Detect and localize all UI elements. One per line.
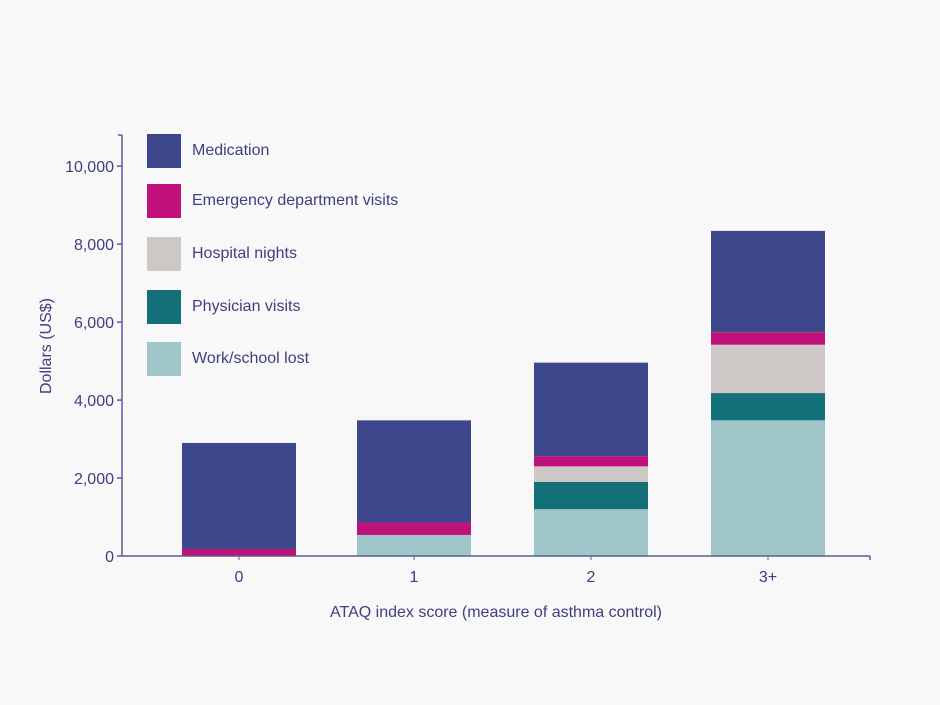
bar-segment-physician-visits-2 — [534, 481, 648, 510]
bar-segment-emergency-department-visits-1 — [357, 522, 471, 535]
legend-swatch — [147, 184, 181, 218]
legend-swatch — [147, 290, 181, 324]
legend-label: Emergency department visits — [192, 192, 398, 209]
legend-item-physician-visits: Physician visits — [147, 290, 300, 324]
y-tick-label: 4,000 — [74, 393, 114, 410]
bar-segment-emergency-department-visits-3 — [711, 332, 825, 345]
bars-layer — [182, 230, 825, 556]
legend: Medication Emergency department visits Hos… — [147, 134, 398, 376]
legend-swatch — [147, 134, 181, 168]
bar-segment-physician-visits-3 — [711, 393, 825, 421]
legend-label: Physician visits — [192, 298, 300, 315]
x-tick-label: 2 — [587, 569, 596, 586]
legend-item-emergency-department-visits: Emergency department visits — [147, 184, 398, 218]
y-tick-label: 10,000 — [65, 159, 114, 176]
y-tick-label: 0 — [105, 549, 114, 566]
x-axis-title: ATAQ index score (measure of asthma cont… — [330, 604, 662, 621]
bar-segment-hospital-nights-2 — [534, 466, 648, 482]
bar-segment-emergency-department-visits-0 — [182, 548, 296, 556]
bar-segment-work-school-lost-3 — [711, 420, 825, 556]
x-tick-label: 3+ — [759, 569, 777, 586]
legend-label: Hospital nights — [192, 245, 297, 262]
bar-segment-work-school-lost-2 — [534, 509, 648, 556]
bar-segment-medication-1 — [357, 420, 471, 523]
y-tick-label: 2,000 — [74, 471, 114, 488]
y-tick-label: 6,000 — [74, 315, 114, 332]
legend-item-medication: Medication — [147, 134, 269, 168]
legend-label: Work/school lost — [192, 350, 310, 367]
legend-item-work-school-lost: Work/school lost — [147, 342, 310, 376]
bar-segment-work-school-lost-1 — [357, 534, 471, 556]
bar-segment-medication-0 — [182, 442, 296, 549]
x-tick-label: 0 — [235, 569, 244, 586]
legend-swatch — [147, 237, 181, 271]
x-tick-label: 1 — [410, 569, 419, 586]
legend-label: Medication — [192, 142, 269, 159]
y-tick-label: 8,000 — [74, 237, 114, 254]
y-axis-title: Dollars (US$) — [38, 298, 55, 394]
bar-segment-medication-2 — [534, 362, 648, 457]
legend-swatch — [147, 342, 181, 376]
bar-segment-hospital-nights-3 — [711, 344, 825, 394]
bar-segment-medication-3 — [711, 230, 825, 333]
legend-item-hospital-nights: Hospital nights — [147, 237, 297, 271]
bar-segment-emergency-department-visits-2 — [534, 456, 648, 467]
axes-layer: 0 2,000 4,000 6,000 8,000 10,000 0 1 2 3+ — [65, 134, 871, 586]
